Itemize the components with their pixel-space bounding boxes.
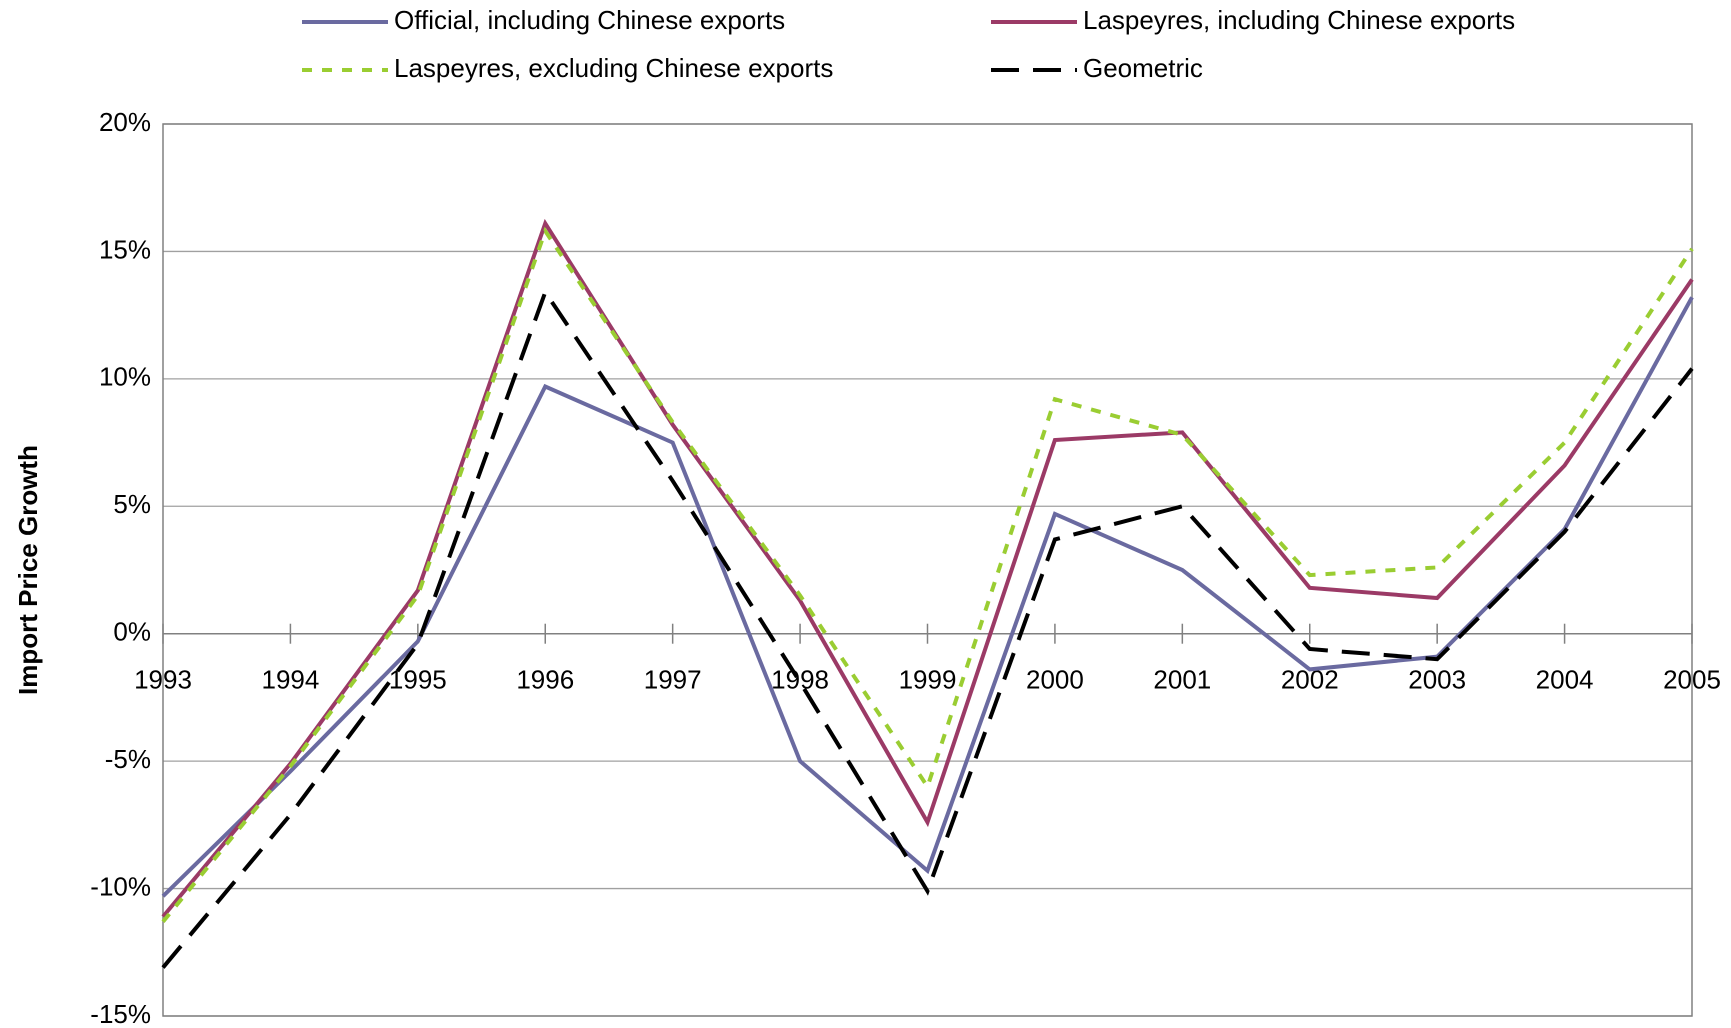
x-tick-label: 1999 [899,665,957,695]
series-line [161,287,1694,969]
x-tick-label: 1997 [644,665,702,695]
legend-label: Laspeyres, excluding Chinese exports [394,53,833,83]
legend-label: Geometric [1083,53,1203,83]
y-tick-label: 15% [99,234,151,264]
y-tick-label: -15% [90,999,151,1028]
y-tick-label: 20% [99,107,151,137]
plot-border [162,123,1693,1017]
y-tick-label: -5% [105,744,151,774]
y-tick-label: 10% [99,362,151,392]
y-tick-label: 5% [113,489,151,519]
x-tick-label: 1993 [134,665,192,695]
series-line [161,218,1694,918]
x-tick-label: 2005 [1663,665,1721,695]
legend-label: Official, including Chinese exports [394,5,785,35]
series-line [161,296,1694,898]
x-tick-label: 2003 [1408,665,1466,695]
y-tick-label: 0% [113,617,151,647]
legend-label: Laspeyres, including Chinese exports [1083,5,1515,35]
x-tick-label: 2004 [1536,665,1594,695]
y-tick-label: -10% [90,871,151,901]
x-tick-label: 1998 [771,665,829,695]
x-tick-label: 1994 [261,665,319,695]
x-tick-label: 2000 [1026,665,1084,695]
x-tick-label: 1996 [516,665,574,695]
y-axis-label: Import Price Growth [13,445,43,695]
x-tick-label: 2001 [1153,665,1211,695]
